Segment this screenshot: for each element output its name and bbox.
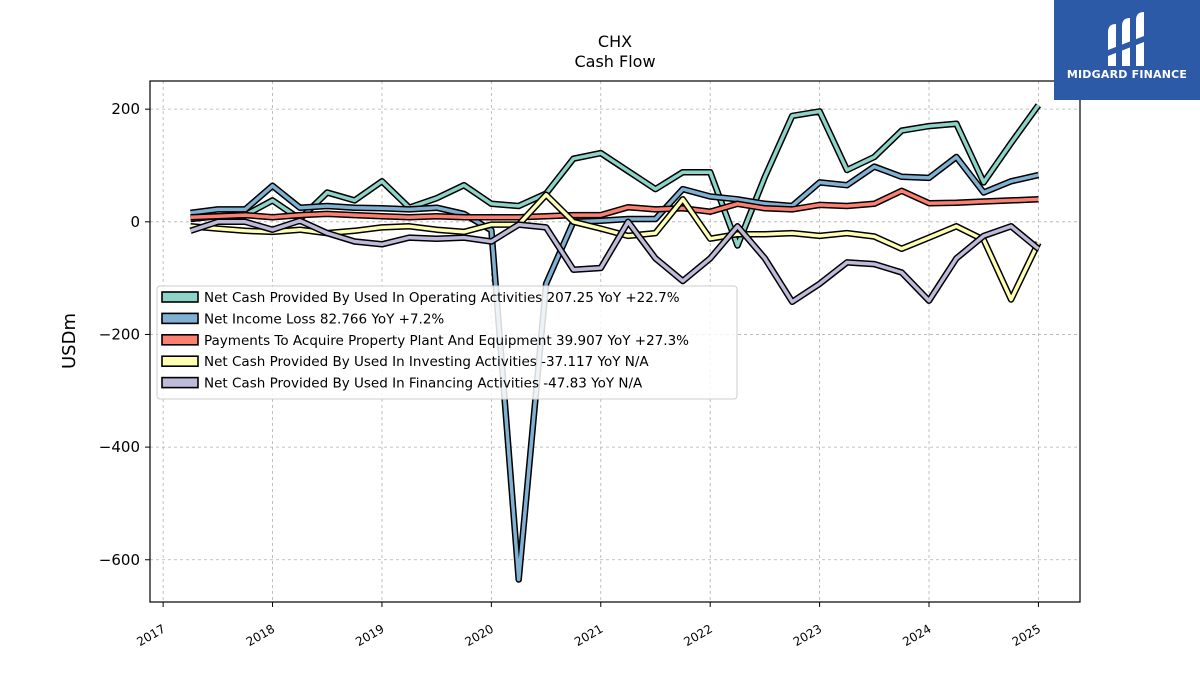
legend-entry: Net Cash Provided By Used In Financing A… — [161, 376, 643, 392]
series-lines — [189, 103, 1042, 583]
legend: Net Cash Provided By Used In Operating A… — [156, 285, 738, 400]
brand-logo: MIDGARD FINANCE — [1054, 0, 1200, 100]
x-tick-label: 2019 — [353, 622, 386, 649]
x-tick-label: 2017 — [134, 622, 167, 649]
x-tick-label: 2024 — [900, 622, 933, 649]
legend-entry: Payments To Acquire Property Plant And E… — [161, 333, 689, 349]
legend-label: Net Income Loss 82.766 YoY +7.2% — [204, 311, 444, 327]
legend-box — [156, 285, 738, 400]
y-tick-label: −600 — [99, 551, 140, 569]
x-tick-label: 2018 — [244, 622, 277, 649]
chart-subtitle: Cash Flow — [574, 52, 655, 71]
legend-swatch — [161, 312, 199, 325]
legend-label: Payments To Acquire Property Plant And E… — [204, 333, 689, 349]
y-tick-label: −400 — [99, 438, 140, 456]
legend-label: Net Cash Provided By Used In Operating A… — [204, 290, 680, 306]
logo-mark-icon — [1108, 12, 1144, 66]
legend-label: Net Cash Provided By Used In Financing A… — [204, 376, 643, 392]
series-0 — [190, 103, 1042, 249]
y-tick-label: −200 — [99, 325, 140, 343]
logo-text: MIDGARD FINANCE — [1066, 68, 1188, 81]
x-tick-label: 2023 — [791, 622, 824, 649]
y-tick-label: 200 — [111, 100, 140, 118]
legend-entry: Net Cash Provided By Used In Investing A… — [161, 354, 649, 370]
legend-entry: Net Income Loss 82.766 YoY +7.2% — [161, 311, 444, 327]
series-2 — [190, 187, 1039, 221]
y-axis-label: USDm — [59, 313, 80, 369]
series-1 — [190, 153, 1040, 583]
legend-swatch — [161, 376, 199, 389]
legend-swatch — [161, 355, 199, 368]
series-line — [189, 218, 1040, 304]
plot-frame — [149, 80, 1081, 603]
series-4 — [189, 217, 1041, 306]
x-tick-label: 2025 — [1010, 622, 1043, 649]
x-tick-label: 2020 — [463, 622, 496, 649]
series-line — [190, 104, 1040, 248]
x-tick-label: 2022 — [681, 622, 714, 649]
chart-title: CHX — [598, 32, 632, 51]
legend-entry: Net Cash Provided By Used In Operating A… — [161, 290, 680, 306]
legend-swatch — [161, 333, 199, 346]
x-tick-label: 2021 — [572, 622, 605, 649]
series-line — [190, 155, 1039, 582]
legend-label: Net Cash Provided By Used In Investing A… — [204, 354, 649, 370]
y-tick-label: 0 — [130, 213, 140, 231]
series-line — [190, 189, 1039, 220]
legend-swatch — [161, 291, 199, 303]
